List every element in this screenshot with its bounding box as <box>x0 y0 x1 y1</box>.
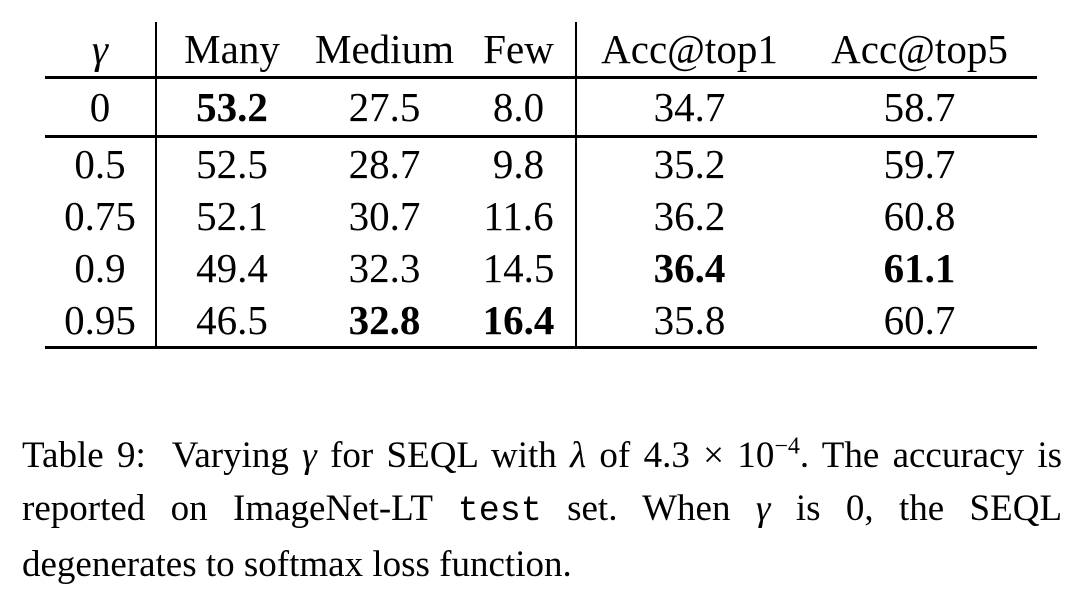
header-many: Many <box>156 22 307 79</box>
cell-gamma: 0.9 <box>45 242 157 294</box>
caption-text: Varying <box>171 435 289 476</box>
table-row: 0.5 52.5 28.7 9.8 35.2 59.7 <box>45 136 1037 190</box>
table-row: 0.75 52.1 30.7 11.6 36.2 60.8 <box>45 190 1037 242</box>
table-row: 0.9 49.4 32.3 14.5 36.4 61.1 <box>45 242 1037 294</box>
cell-gamma: 0.75 <box>45 190 157 242</box>
lambda-base: 10 <box>737 435 775 476</box>
caption-text: for SEQL with <box>330 435 557 476</box>
table-row: 0 53.2 27.5 8.0 34.7 58.7 <box>45 77 1037 138</box>
cell-few: 16.4 <box>462 294 577 349</box>
cell-acc-top1: 36.4 <box>653 244 726 291</box>
cell-many: 52.1 <box>196 192 268 239</box>
cell-medium: 27.5 <box>307 77 462 138</box>
caption-text: set. When <box>567 488 731 529</box>
header-medium: Medium <box>307 22 462 79</box>
cell-few: 8.0 <box>462 77 577 138</box>
code-test: test <box>457 491 542 531</box>
header-few: Few <box>462 22 577 79</box>
cell-acc-top5: 60.7 <box>802 294 1037 349</box>
header-gamma: γ <box>45 22 157 79</box>
caption-label: Table 9: <box>22 435 146 476</box>
cell-acc-top5: 58.7 <box>802 77 1037 138</box>
cell-many: 52.5 <box>196 140 268 187</box>
cell-acc-top5: 61.1 <box>883 244 956 291</box>
caption-text: . The accuracy is reported on ImageNet-L… <box>22 435 1063 529</box>
cell-many: 49.4 <box>196 244 268 291</box>
cell-gamma: 0 <box>45 77 157 138</box>
cell-medium: 28.7 <box>348 140 421 187</box>
cell-many: 53.2 <box>156 77 307 138</box>
cell-gamma: 0.95 <box>45 294 157 349</box>
cell-few: 11.6 <box>462 190 577 242</box>
header-acc-top5: Acc@top5 <box>802 22 1037 79</box>
results-table: γ Many Medium Few Acc@top1 Acc@top5 0 53… <box>45 22 1037 349</box>
cell-acc-top1: 35.2 <box>653 140 726 187</box>
cell-medium: 32.8 <box>307 294 462 349</box>
lambda-exponent: −4 <box>774 433 800 460</box>
cell-acc-top1: 36.2 <box>653 192 726 239</box>
cell-acc-top5: 59.7 <box>883 140 956 187</box>
gamma-symbol: γ <box>755 488 771 529</box>
cell-acc-top1: 34.7 <box>576 77 802 138</box>
table-row: 0.95 46.5 32.8 16.4 35.8 60.7 <box>45 294 1037 349</box>
gamma-symbol: γ <box>302 435 317 476</box>
lambda-mantissa: 4.3 <box>643 435 690 476</box>
cell-acc-top1: 35.8 <box>576 294 802 349</box>
header-row: γ Many Medium Few Acc@top1 Acc@top5 <box>45 22 1037 79</box>
cell-few: 9.8 <box>462 136 577 190</box>
cell-medium: 32.3 <box>348 244 421 291</box>
cell-few: 14.5 <box>462 242 577 294</box>
times-symbol: × <box>703 435 724 476</box>
caption-text: of <box>599 435 631 476</box>
lambda-symbol: λ <box>570 435 587 476</box>
cell-many: 46.5 <box>156 294 307 349</box>
table-caption: Table 9: Varying γ for SEQL with λ of 4.… <box>22 429 1062 591</box>
cell-acc-top5: 60.8 <box>883 192 956 239</box>
cell-medium: 30.7 <box>348 192 421 239</box>
cell-gamma: 0.5 <box>45 136 157 190</box>
header-acc-top1: Acc@top1 <box>576 22 802 79</box>
